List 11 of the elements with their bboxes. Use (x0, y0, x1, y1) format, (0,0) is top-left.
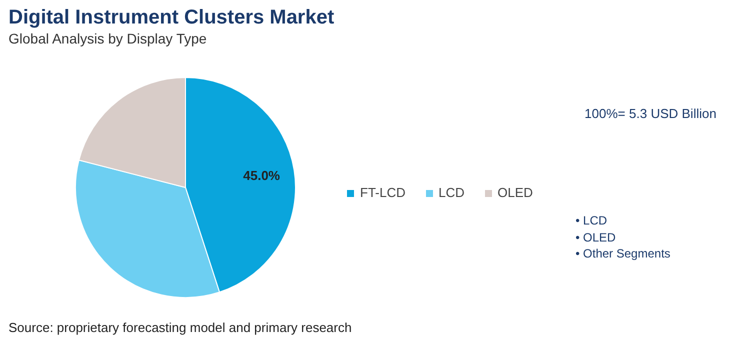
text: • OLED (576, 230, 616, 244)
text: • Other Segments (576, 246, 670, 260)
data-label: 45.0% (243, 168, 280, 183)
chart-title: Digital Instrument Clusters Market (8, 6, 334, 28)
text: 100%= 5.3 USD Billion (584, 106, 716, 121)
legend-label: OLED (498, 185, 533, 200)
legend-label: FT-LCD (360, 185, 406, 200)
chart-subtitle: Global Analysis by Display Type (8, 30, 207, 46)
text: • LCD (576, 214, 608, 228)
legend-label: LCD (438, 185, 465, 200)
source-note: Source: proprietary forecasting model and primary research (8, 320, 352, 335)
